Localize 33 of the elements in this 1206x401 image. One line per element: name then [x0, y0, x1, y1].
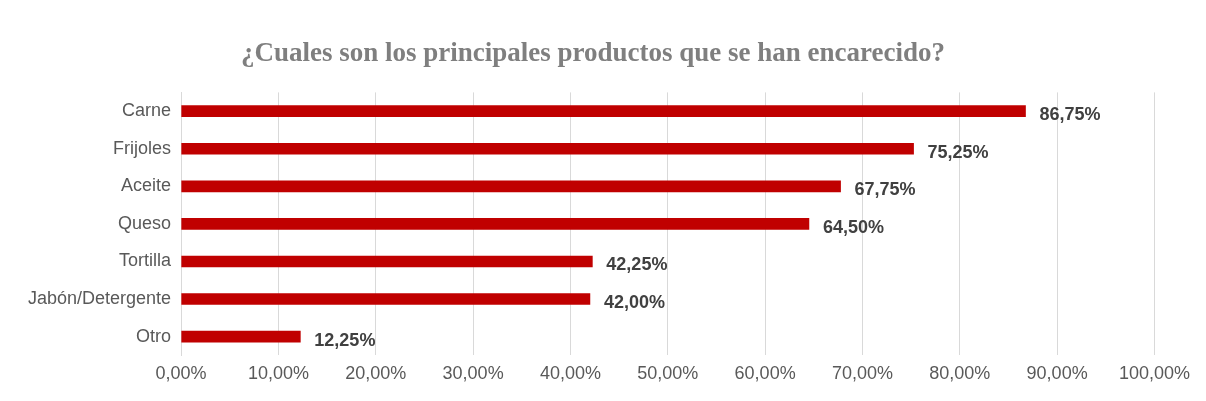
data-label: 67,75% — [854, 179, 916, 200]
x-tick-label: 80,00% — [929, 363, 991, 384]
x-tick-label: 10,00% — [247, 363, 309, 384]
data-label: 75,25% — [927, 141, 989, 162]
y-tick-label: Queso — [118, 212, 172, 233]
y-tick-label: Jabón/Detergente — [27, 288, 172, 309]
bar — [181, 293, 591, 305]
y-tick-label: Carne — [122, 100, 172, 121]
x-tick-label: 60,00% — [734, 363, 796, 384]
data-label: 86,75% — [1039, 104, 1101, 125]
data-label: 42,25% — [606, 254, 668, 275]
data-label: 64,50% — [822, 216, 884, 237]
x-tick-label: 70,00% — [831, 363, 893, 384]
x-tick-label: 40,00% — [539, 363, 601, 384]
x-tick-label: 20,00% — [345, 363, 407, 384]
data-label: 12,25% — [314, 329, 376, 350]
y-tick-label: Frijoles — [113, 137, 172, 158]
bar — [181, 180, 841, 193]
x-tick-label: 50,00% — [637, 363, 699, 384]
x-tick-label: 30,00% — [442, 363, 504, 384]
y-tick-label: Tortilla — [119, 250, 173, 271]
x-tick-label: 100,00% — [1118, 363, 1190, 384]
data-label: 42,00% — [603, 292, 665, 313]
x-tick-label: 0,00% — [155, 363, 207, 384]
bar — [181, 105, 1026, 118]
chart-title: ¿Cuales son los principales productos que se han encarecido? — [240, 37, 946, 68]
bar — [181, 142, 914, 155]
y-tick-label: Otro — [136, 325, 172, 346]
y-tick-label: Aceite — [121, 175, 172, 196]
x-tick-label: 90,00% — [1026, 363, 1088, 384]
bar — [181, 218, 810, 230]
bar — [181, 330, 301, 343]
bar — [181, 255, 593, 268]
